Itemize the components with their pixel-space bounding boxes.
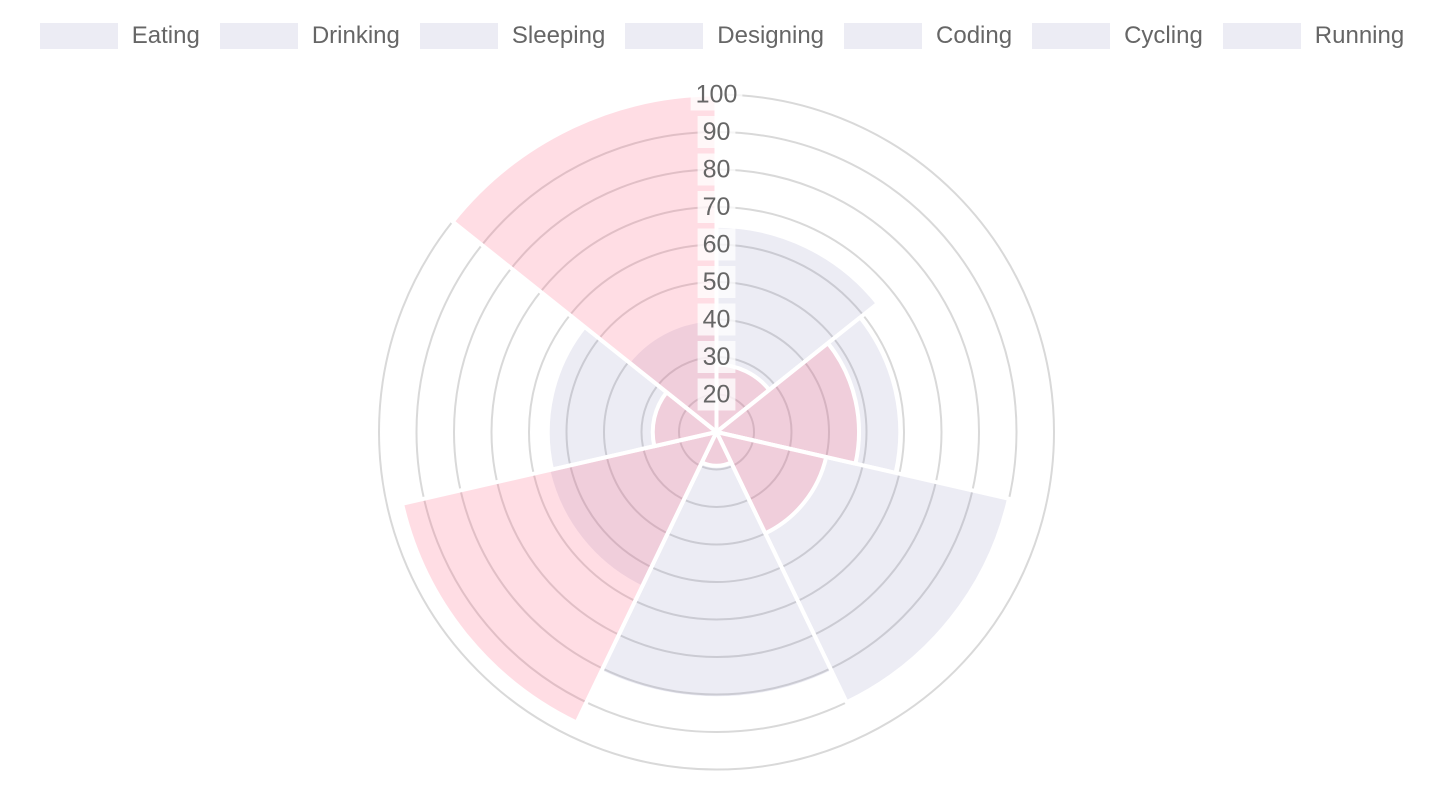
wedge-series-2-drinking[interactable] — [714, 341, 861, 466]
tick-backdrop — [697, 116, 736, 148]
legend-item-drinking[interactable]: Drinking — [219, 22, 400, 50]
legend-color-box — [1032, 23, 1111, 49]
wedge-series-1-eating[interactable] — [714, 223, 880, 434]
legend-label: Eating — [131, 22, 200, 49]
legend-color-box — [419, 23, 498, 49]
legend-color-box — [219, 23, 298, 49]
legend-label: Designing — [717, 22, 825, 49]
tick-label-30: 30 — [697, 341, 736, 373]
wedge-series-2-running[interactable] — [450, 92, 719, 434]
wedge-series-1-sleeping[interactable] — [714, 430, 1011, 705]
tick-value: 20 — [703, 381, 731, 409]
legend-item-eating[interactable]: Eating — [39, 22, 200, 50]
tick-value: 30 — [703, 343, 731, 371]
legend-label: Sleeping — [511, 22, 606, 49]
wedges-series-1 — [545, 223, 1011, 705]
tick-label-40: 40 — [697, 303, 736, 336]
tick-backdrop — [697, 378, 736, 411]
wedge-series-2-sleeping[interactable] — [714, 430, 829, 536]
tick-value: 50 — [703, 268, 731, 296]
tick-backdrop — [697, 341, 736, 373]
legend-item-coding[interactable]: Coding — [844, 22, 1012, 50]
legend-color-box — [625, 23, 704, 49]
tick-value: 90 — [703, 118, 731, 146]
tick-value: 70 — [703, 193, 731, 221]
tick-backdrop — [697, 228, 736, 261]
tick-label-50: 50 — [697, 266, 736, 298]
tick-label-80: 80 — [697, 153, 736, 186]
wedges-series-2 — [400, 92, 861, 725]
legend-item-cycling[interactable]: Cycling — [1032, 22, 1203, 50]
radial-tick-labels: 20 30 40 50 60 70 80 90 100 — [690, 78, 743, 411]
chart-legend: Eating Drinking Sleeping Designing Coding Cyc… — [0, 22, 1444, 50]
legend-item-designing[interactable]: Designing — [625, 22, 824, 50]
tick-value: 60 — [703, 231, 731, 259]
wedge-series-1-coding[interactable] — [546, 430, 719, 590]
legend-label: Cycling — [1124, 22, 1203, 49]
legend-label: Coding — [936, 22, 1013, 49]
tick-backdrop — [697, 153, 736, 186]
tick-backdrop — [690, 78, 743, 111]
tick-label-70: 70 — [697, 191, 736, 223]
tick-backdrop — [697, 303, 736, 336]
tick-backdrop — [697, 266, 736, 298]
tick-value: 40 — [703, 306, 731, 334]
legend-color-box — [844, 23, 923, 49]
wedge-series-1-drinking[interactable] — [714, 315, 903, 475]
legend-item-sleeping[interactable]: Sleeping — [419, 22, 606, 50]
legend-label: Running — [1314, 22, 1405, 49]
tick-backdrop — [697, 191, 736, 223]
legend-color-box — [1222, 23, 1301, 49]
tick-label-60: 60 — [697, 228, 736, 261]
tick-value: 80 — [703, 156, 731, 184]
tick-label-20: 20 — [697, 378, 736, 411]
legend-label: Drinking — [311, 22, 400, 49]
tick-label-90: 90 — [697, 116, 736, 148]
wedge-series-2-coding[interactable] — [400, 430, 719, 725]
wedge-series-1-cycling[interactable] — [545, 324, 719, 472]
tick-value: 100 — [696, 81, 738, 109]
tick-label-100: 100 — [690, 78, 743, 111]
legend-color-box — [39, 23, 118, 49]
legend-item-running[interactable]: Running — [1222, 22, 1405, 50]
wedge-series-1-designing[interactable] — [598, 430, 835, 701]
